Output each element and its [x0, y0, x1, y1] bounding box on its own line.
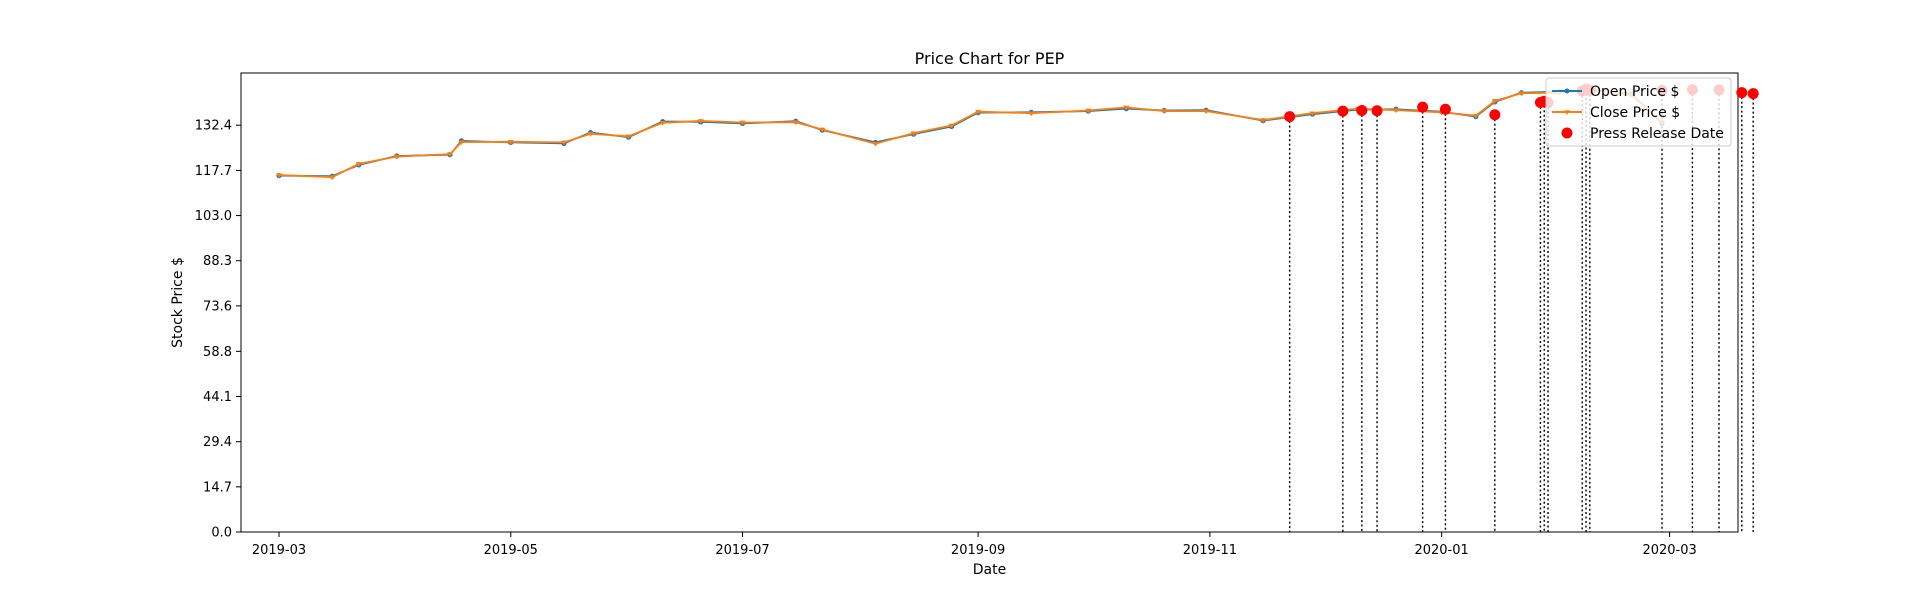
close-price-point: [587, 132, 594, 137]
press-release-point: [1417, 101, 1429, 113]
y-tick-label: 117.7: [195, 164, 232, 179]
legend-open-label: Open Price $: [1590, 84, 1679, 100]
y-tick-label: 29.4: [203, 435, 232, 450]
close-price-point: [329, 175, 336, 181]
press-release-point: [1337, 105, 1349, 117]
close-price-point: [792, 120, 799, 126]
press-release-point: [1284, 111, 1296, 123]
y-tick-label: 44.1: [203, 390, 232, 405]
x-tick-label: 2020-01: [1414, 543, 1468, 558]
close-price-point: [975, 109, 982, 115]
close-price-point: [275, 173, 282, 178]
close-price-point: [1518, 91, 1525, 97]
close-price-point: [819, 127, 826, 133]
press-release-point: [1736, 87, 1748, 99]
close-price-point: [659, 120, 666, 126]
press-release-point: [1747, 88, 1759, 100]
press-release-point: [1371, 105, 1383, 117]
close-price-point: [872, 141, 879, 147]
y-tick-label: 14.7: [203, 480, 232, 495]
x-tick-label: 2019-09: [951, 543, 1005, 558]
y-tick-label: 103.0: [195, 209, 232, 224]
plot-frame: [240, 72, 1739, 533]
close-price-point: [446, 152, 453, 158]
legend-press-marker: [1561, 127, 1573, 139]
close-price-point: [739, 120, 746, 126]
x-tick-label: 2020-03: [1642, 543, 1696, 558]
legend-press-label: Press Release Date: [1590, 126, 1724, 142]
open-price-line: [278, 89, 1663, 178]
y-tick-label: 0.0: [211, 526, 232, 541]
press-release-point: [1356, 104, 1368, 116]
plot-area: 0.0 14.7 29.4 44.1 58.8 73.6 88.3 103.0 117.7 132…: [195, 72, 1759, 558]
press-release-point: [1439, 103, 1451, 115]
close-price-point: [1491, 99, 1498, 104]
close-price-point: [1161, 109, 1168, 115]
press-release-point: [1489, 109, 1501, 121]
close-price-point: [1203, 109, 1210, 115]
close-price-point: [1393, 108, 1400, 114]
legend-close-label: Close Price $: [1590, 105, 1680, 121]
x-tick-label: 2019-07: [715, 543, 769, 558]
close-price-point: [1260, 118, 1267, 124]
y-tick-label: 73.6: [203, 299, 232, 314]
x-axis-label: Date: [973, 562, 1006, 578]
close-price-point: [507, 140, 514, 145]
close-price-point: [458, 140, 465, 146]
y-tick-label: 132.4: [195, 119, 232, 134]
close-price-point: [1309, 111, 1316, 117]
chart-title: Price Chart for PEP: [915, 49, 1065, 68]
close-price-line: [278, 88, 1663, 179]
x-tick-label: 2019-05: [484, 543, 538, 558]
close-price-point: [355, 162, 362, 167]
close-price-point: [697, 119, 704, 124]
legend-open-marker: [1564, 88, 1570, 94]
close-price-point: [948, 123, 955, 129]
x-tick-label: 2019-11: [1183, 543, 1237, 558]
y-tick-label: 58.8: [203, 345, 232, 360]
close-price-point: [910, 131, 917, 137]
close-price-point: [1123, 105, 1130, 111]
close-price-point: [1085, 108, 1092, 114]
x-tick-label: 2019-03: [252, 543, 306, 558]
legend: Open Price $ Close Price $ Press Release…: [1545, 77, 1732, 147]
close-price-point: [560, 140, 567, 146]
y-tick-label: 88.3: [203, 254, 232, 269]
y-axis-label: Stock Price $: [170, 257, 186, 348]
close-price-point: [1472, 113, 1479, 119]
legend-box: [1545, 77, 1732, 147]
close-price-point: [1028, 111, 1035, 117]
close-price-point: [625, 134, 632, 140]
legend-close-marker: [1564, 110, 1570, 115]
close-price-point: [393, 154, 400, 160]
